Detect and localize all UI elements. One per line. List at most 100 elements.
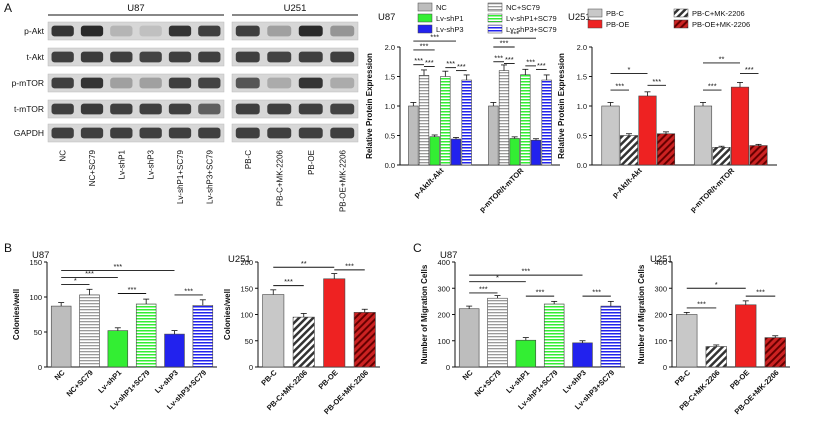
bar-Lv-shP3+SC79 [192,305,214,368]
bar-Lv-shP3+SC79 [461,79,472,166]
x-tick-label: PB-OE [728,368,751,391]
significance-mark: *** [430,33,439,42]
significance-mark: *** [652,77,661,86]
bar-Lv-shP1+SC79 [440,76,451,166]
chart-title: U87 [378,12,395,23]
blot-band [330,103,355,115]
bar-Lv-shP3 [572,342,593,368]
western-blot-u87: p-Akt t-Akt p-mTOR t-mTOR GAPDH U87 NC NC+SC79 L… [12,3,225,204]
bar-Lv-shP1+SC79 [520,74,531,166]
significance-mark: * [496,273,499,282]
blot-lane-label: PB-C [244,150,253,169]
blot-band [80,25,104,37]
y-tick-label: 100 [29,293,42,302]
legend-label: PB-OE+MK-2206 [692,20,750,29]
y-axis-label: Colonies/well [223,289,232,340]
legend-label: Lv-shP3+SC79 [506,25,557,34]
legend-label: PB-OE [606,20,629,29]
bar-Lv-shP3 [530,139,542,166]
x-tick-label: PB-C [259,368,279,388]
x-tick-label: p-mTOR/t-mTOR [477,166,525,214]
y-tick-label: 150 [29,258,42,267]
legend-swatch [417,13,433,23]
blot-band [235,127,260,139]
blot-band [139,127,162,139]
bar-NC [458,308,480,368]
blot-band [110,25,133,37]
blot-band [168,103,192,115]
legend-label: Lv-shP1+SC79 [506,14,557,23]
blot-band [110,127,133,139]
significance-mark: *** [479,284,488,293]
bar-Lv-shP1 [509,138,520,166]
x-tick-label: NC [53,368,67,382]
blot-band [80,127,104,139]
blot-strip-3 [47,99,225,119]
y-tick-label: 1.0 [577,102,587,111]
blot-band [298,25,323,37]
legend-swatch [417,24,433,34]
significance-mark: *** [500,39,509,48]
blot-band [139,103,162,115]
x-tick-label: NC [461,368,475,382]
blot-title: U87 [127,3,144,14]
blot-band [80,77,104,89]
y-tick-label: 300 [654,284,667,293]
blot-band [235,103,260,115]
blot-band [267,103,292,115]
chart-title: U87 [440,250,457,261]
significance-mark: *** [505,55,514,64]
bar-NC+SC79 [418,75,430,166]
blot-band [80,103,104,115]
blot-lane-label: NC+SC79 [88,149,97,186]
blot-band [168,51,192,63]
bar-PB-OE+MK-2206 [764,337,786,368]
blot-band [139,51,162,63]
chart-u251-protein-expression: 0.0 0.5 1.0 1.5 2.0 Relative Protein Expressi… [557,8,777,214]
bar-Lv-shP3 [164,333,185,368]
blot-band [330,77,355,89]
x-tick-label: Lv-shP1 [504,368,531,395]
blot-band [51,25,74,37]
y-tick-label: 100 [654,337,667,346]
x-tick-label: p-mTOR/t-mTOR [688,166,736,214]
bar-PB-OE [735,304,757,368]
bar-PB-OE [323,278,346,368]
blot-lane-label: PB-OE [307,150,316,175]
legend-label: Lv-shP3 [436,25,464,34]
blot-band [235,51,260,63]
legend-swatch [673,8,689,18]
significance-mark: *** [536,288,545,297]
y-tick-label: 150 [240,284,253,293]
blot-band [198,25,221,37]
blot-lane-label: Lv-shP1 [117,149,126,179]
x-tick-label: p-Akt/t-Akt [610,166,644,200]
blot-band [330,25,355,37]
significance-mark: *** [537,61,546,70]
bar-Lv-shP1 [515,339,537,368]
legend-swatch [673,19,689,29]
blot-band [267,25,292,37]
significance-mark: *** [345,261,354,270]
chart-u251-colonies: 050100150200Colonies/wellU251PB-CPB-C+MK… [223,254,380,416]
blot-band [298,77,323,89]
western-blot-u251: U251 PB-C PB-C+MK-2206 PB-OE PB-OE+MK-2206 [231,3,359,212]
blot-lane-label: PB-OE+MK-2206 [338,149,347,212]
blot-band [51,77,74,89]
blot-band [267,127,292,139]
blot-band [267,77,292,89]
bar-Lv-shP3+SC79 [541,79,552,166]
bar-NC [488,105,499,166]
blot-band [51,127,74,139]
blot-band [198,51,221,63]
blot-band [51,103,74,115]
significance-mark: *** [510,30,519,39]
y-tick-label: 2.0 [385,43,395,52]
chart-title: U251 [568,12,591,23]
significance-mark: *** [420,41,429,50]
significance-mark: *** [526,57,535,66]
bar-PB-C [601,105,620,166]
legend-swatch [417,2,433,12]
bar-Lv-shP1+SC79 [135,303,157,368]
